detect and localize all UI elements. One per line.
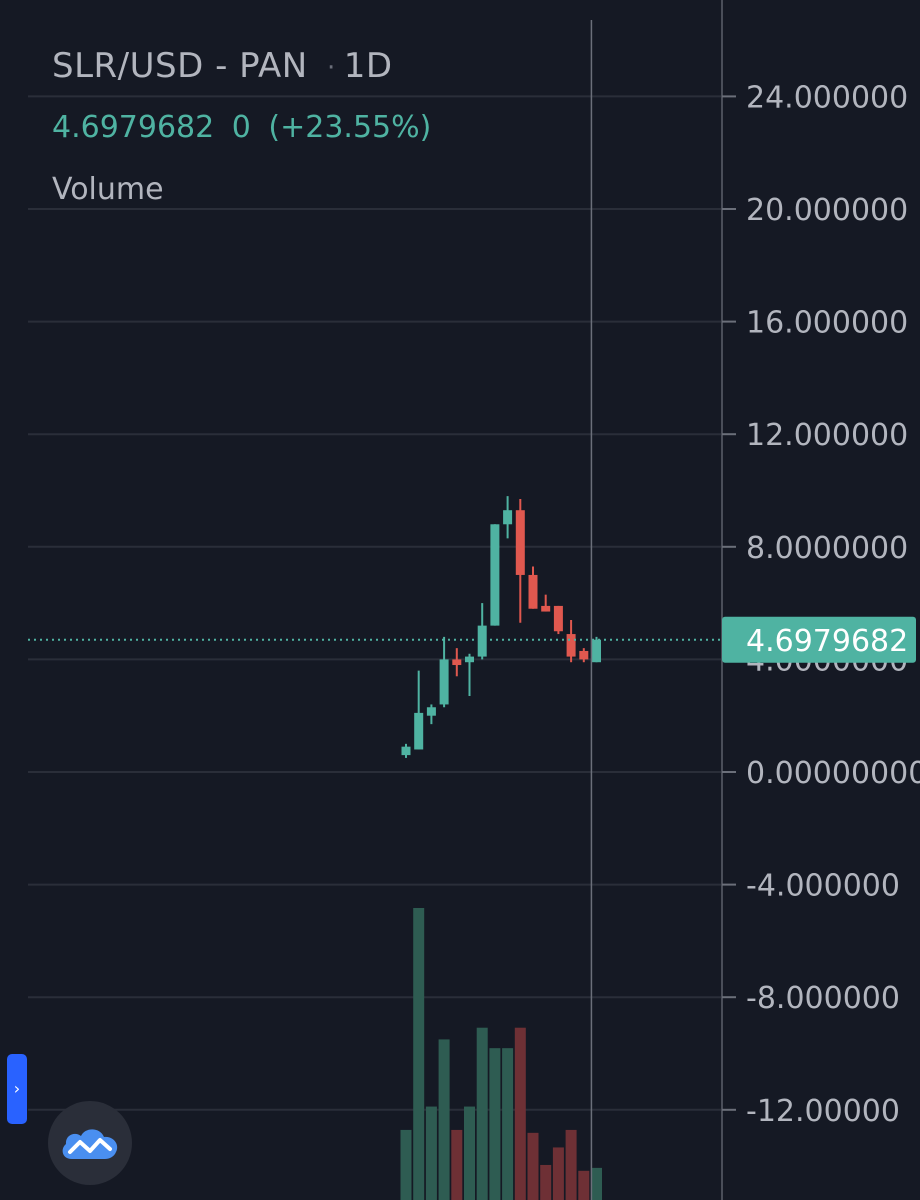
y-tick-label: 12.000000 <box>746 418 908 453</box>
candle-body <box>426 707 436 716</box>
grid <box>28 95 722 1111</box>
volume-bar <box>514 1027 526 1200</box>
volume-bar <box>476 1027 488 1200</box>
volume-bar <box>540 1164 552 1200</box>
candle-body <box>452 659 462 666</box>
volume-bar <box>464 1106 475 1200</box>
chart-legend-values: 4.6979682 0 (+23.55%) <box>52 110 439 145</box>
legend-change-pct: (+23.55%) <box>268 110 432 145</box>
volume-bar <box>578 1170 590 1200</box>
volume-bar <box>489 1048 501 1200</box>
y-tick-label: 20.000000 <box>746 193 908 228</box>
y-tick-label: 8.0000000 <box>746 531 908 566</box>
y-tick-label: 16.000000 <box>746 306 908 341</box>
tradingview-logo-button[interactable] <box>48 1101 132 1185</box>
volume-bar <box>552 1147 564 1200</box>
candle-body <box>566 634 576 657</box>
volume-bar <box>591 1167 602 1200</box>
volume-bar <box>527 1132 539 1200</box>
candle-body <box>515 510 525 575</box>
volume-bar <box>400 1129 412 1200</box>
exchange-name: PAN <box>239 46 308 86</box>
y-tick-label: -12.00000 <box>746 1094 900 1129</box>
volume-bar <box>502 1048 514 1200</box>
candle-body <box>401 746 411 756</box>
candle-body <box>439 659 449 705</box>
legend-last-price: 4.6979682 <box>52 110 215 145</box>
last-price-label-text: 4.6979682 <box>746 624 908 659</box>
candle-body <box>541 605 551 612</box>
candle-body <box>477 625 487 657</box>
candle-body <box>579 650 589 660</box>
candle-body <box>503 510 513 525</box>
candle-body <box>465 656 474 663</box>
volume-bar <box>451 1129 463 1200</box>
chevron-right-icon: › <box>13 1079 21 1098</box>
y-tick-label: -8.000000 <box>746 981 900 1016</box>
candle-body <box>528 574 538 609</box>
legend-change: 0 <box>231 110 251 145</box>
side-panel-toggle[interactable]: › <box>7 1054 27 1124</box>
volume-legend[interactable]: Volume <box>52 172 164 207</box>
candle-body <box>592 639 601 663</box>
legend-dot: · <box>327 52 336 83</box>
tradingview-cloud-icon <box>62 1129 118 1159</box>
last-price-label: 4.6979682 <box>722 616 916 663</box>
symbol-name: SLR/USD <box>52 46 204 86</box>
volume-bar <box>425 1106 437 1200</box>
candle-body <box>414 712 424 750</box>
volume-series <box>400 908 602 1200</box>
y-tick-label: 24.000000 <box>746 80 908 115</box>
candle-series <box>401 496 601 758</box>
price-axis[interactable]: 24.000000 20.000000 16.000000 12.000000 8.00… <box>722 80 920 1129</box>
y-tick-label: -4.000000 <box>746 869 900 904</box>
interval-label: 1D <box>343 46 393 86</box>
volume-bar <box>438 1039 450 1200</box>
volume-bar <box>413 908 425 1200</box>
chart-legend-title[interactable]: SLR/USD - PAN · 1D <box>52 46 393 86</box>
y-tick-label: 0.00000000 <box>746 756 920 791</box>
candle-body <box>553 605 563 632</box>
candle-body <box>490 524 500 626</box>
legend-separator: - <box>215 46 228 86</box>
volume-bar <box>565 1129 577 1200</box>
